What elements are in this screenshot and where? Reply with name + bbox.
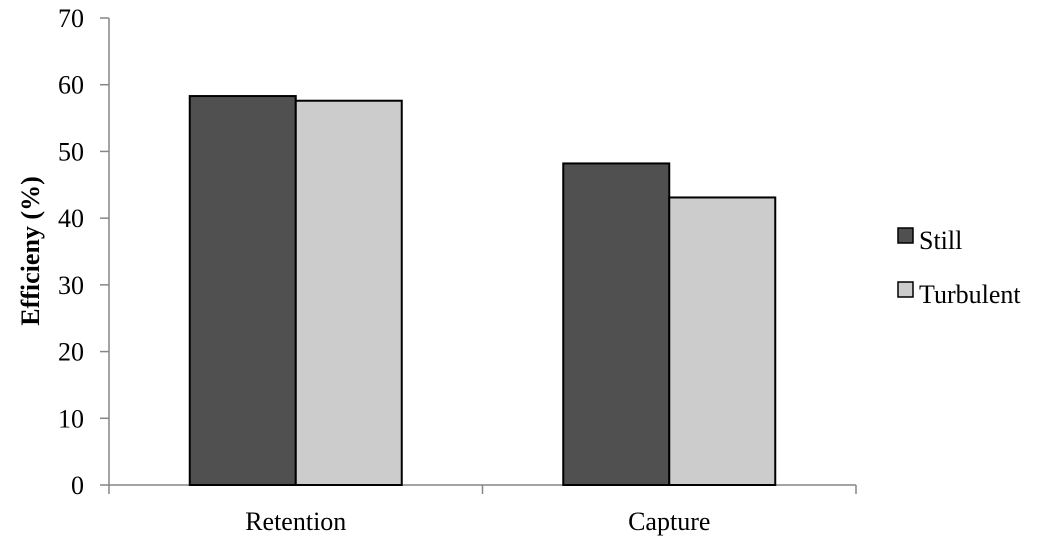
bar-still-capture [562, 162, 671, 487]
y-axis-title: Efficieny (%) [16, 176, 45, 325]
y-tick-label: 30 [58, 271, 84, 300]
x-tick-label: Retention [245, 507, 346, 536]
x-ticks: Retention Capture [108, 485, 857, 536]
x-axis: Retention Capture [108, 484, 857, 536]
y-tick-label: 0 [71, 471, 84, 500]
bar-still-retention [188, 95, 297, 486]
y-tick-label: 40 [58, 204, 84, 233]
legend-label-turbulent: Turbulent [919, 280, 1021, 309]
y-tick-label: 50 [58, 137, 84, 166]
y-tick-label: 10 [58, 404, 84, 433]
legend-swatch-turbulent [897, 281, 914, 298]
y-axis: 0 10 20 30 40 50 60 70 [58, 4, 110, 500]
legend: Still Turbulent [897, 226, 1021, 309]
bar-turbulent-retention [294, 99, 403, 487]
y-tick-label: 60 [58, 71, 84, 100]
legend-swatch-still [897, 227, 914, 244]
bar-turbulent-capture [668, 196, 777, 486]
y-ticks: 0 10 20 30 40 50 60 70 [58, 4, 109, 500]
bars [188, 95, 777, 487]
x-tick-label: Capture [628, 507, 710, 536]
legend-label-still: Still [919, 226, 962, 255]
y-tick-label: 20 [58, 338, 84, 367]
y-tick-label: 70 [58, 4, 84, 33]
